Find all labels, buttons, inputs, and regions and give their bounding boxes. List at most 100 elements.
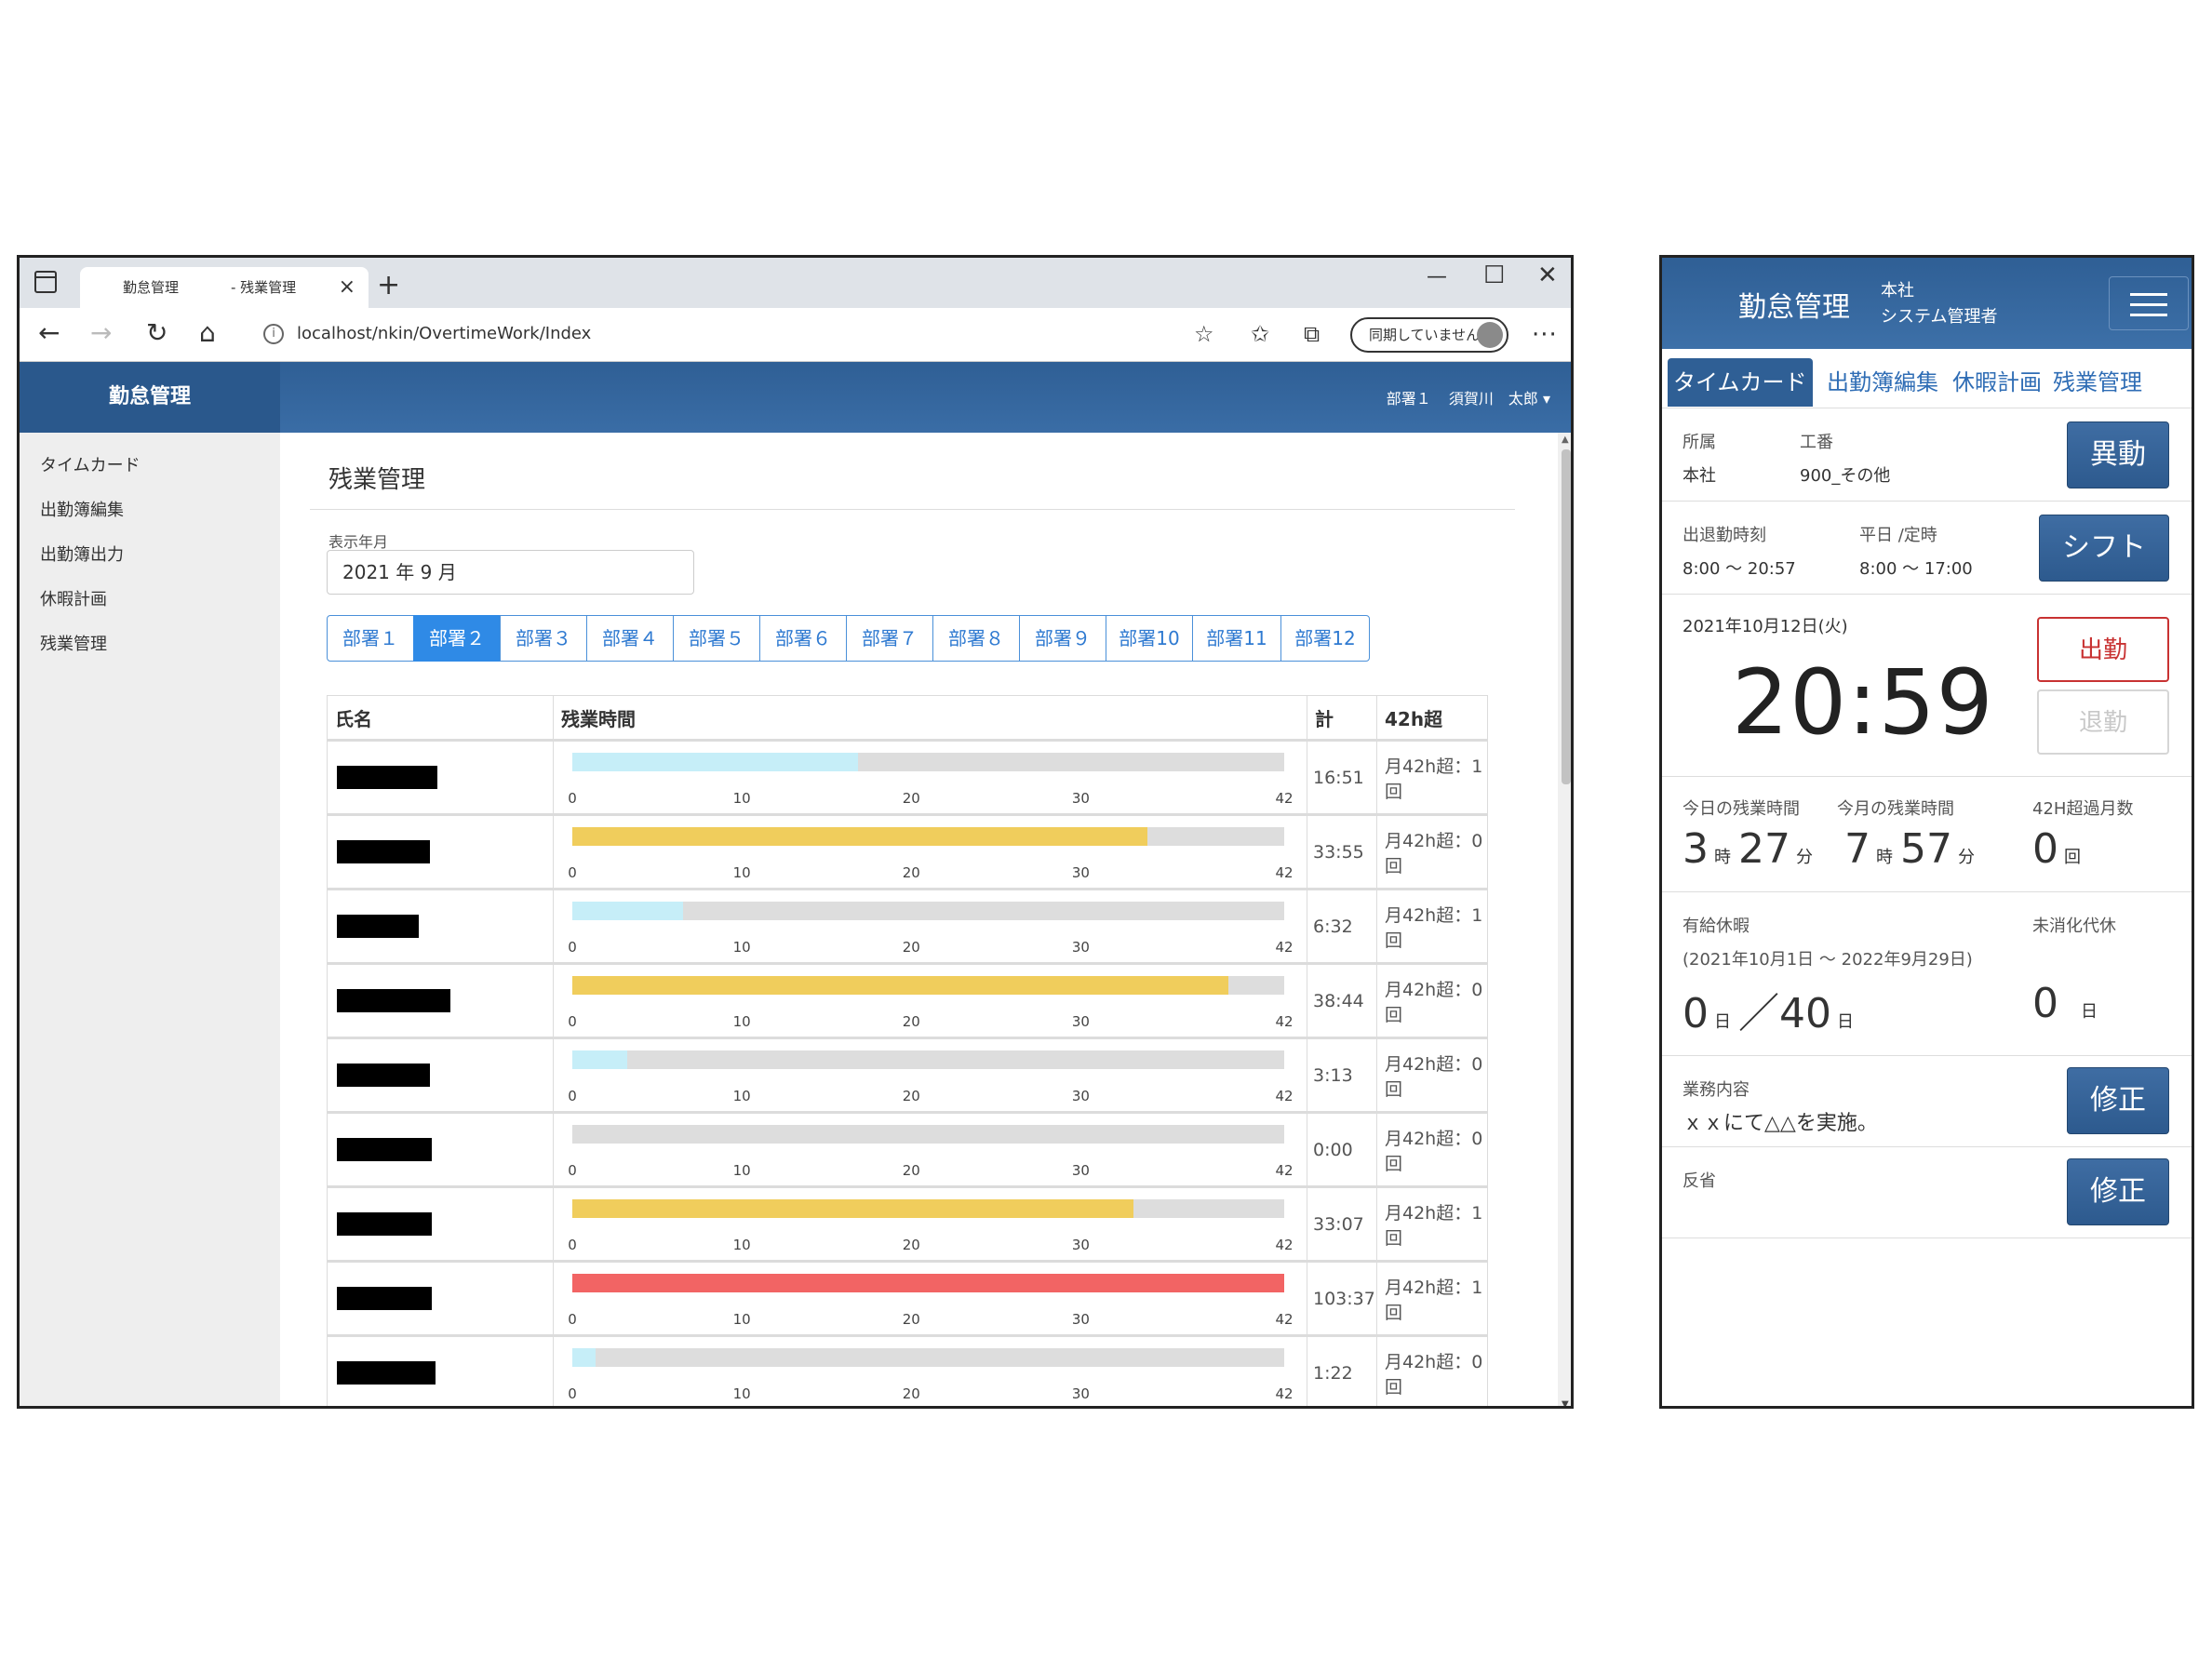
user-menu[interactable]: 部署１ 須賀川 太郎 ▾ xyxy=(1374,386,1550,408)
current-date: 2021年10月12日(火) xyxy=(1682,617,1848,636)
browser-tab[interactable]: 勤怠管理 - 残業管理 × xyxy=(80,267,369,308)
more-icon[interactable]: ··· xyxy=(1532,321,1558,349)
app-brand[interactable]: 勤怠管理 xyxy=(20,362,280,433)
tab-dept-9[interactable]: 部署９ xyxy=(1019,615,1106,662)
overtime-bar-cell: 0 10 20 30 42 xyxy=(553,1260,1307,1336)
overtime-bar-track xyxy=(572,1274,1284,1292)
browser-window: 勤怠管理 - 残業管理 × + — ☐ ✕ ← → ↻ ⌂ i localhos… xyxy=(17,255,1574,1409)
close-window-icon[interactable]: ✕ xyxy=(1537,261,1558,289)
edit-reflection-button[interactable]: 修正 xyxy=(2067,1158,2169,1225)
clock-out-button[interactable]: 退勤 xyxy=(2037,689,2169,755)
today-ot-label: 今日の残業時間 xyxy=(1682,799,1800,819)
reload-icon[interactable]: ↻ xyxy=(146,317,168,348)
tab-timecard[interactable]: タイムカード xyxy=(1668,358,1813,407)
site-info-icon[interactable]: i xyxy=(263,324,284,344)
tab-dept-2[interactable]: 部署２ xyxy=(413,615,501,662)
back-icon[interactable]: ← xyxy=(38,317,60,348)
affiliation-label: 所属 xyxy=(1682,433,1716,452)
name-cell xyxy=(327,1260,554,1336)
shift-button[interactable]: シフト xyxy=(2039,515,2169,582)
scroll-down-arrow-icon[interactable]: ▼ xyxy=(1562,1399,1569,1409)
over42-cell: 月42h超：0回 xyxy=(1376,813,1488,890)
sidebar: タイムカード 出勤簿編集 出勤簿出力 休暇計画 残業管理 xyxy=(20,433,280,1406)
sidebar-item-attendance-output[interactable]: 出勤簿出力 xyxy=(40,545,124,565)
new-tab-button[interactable]: + xyxy=(377,269,401,301)
tab-dept-6[interactable]: 部署６ xyxy=(759,615,847,662)
month-ot-label: 今月の残業時間 xyxy=(1837,799,1954,819)
hamburger-menu-icon[interactable] xyxy=(2109,276,2189,330)
overtime-bar-fill xyxy=(572,1050,627,1069)
user-dept: 部署１ xyxy=(1386,390,1431,408)
over42-cell: 月42h超：1回 xyxy=(1376,1185,1488,1262)
sidebar-item-attendance-edit[interactable]: 出勤簿編集 xyxy=(40,501,124,520)
name-cell xyxy=(327,1185,554,1262)
collections-icon[interactable]: ⧉ xyxy=(1304,321,1320,347)
tab-leave-plan[interactable]: 休暇計画 xyxy=(1952,369,2042,395)
home-icon[interactable]: ⌂ xyxy=(199,317,216,348)
overtime-bar-cell: 0 10 20 30 42 xyxy=(553,1185,1307,1262)
sidebar-item-timecard[interactable]: タイムカード xyxy=(40,456,141,475)
tab-dept-5[interactable]: 部署５ xyxy=(673,615,760,662)
tab-title: 勤怠管理 xyxy=(123,279,180,296)
favorites-icon[interactable]: ✩ xyxy=(1251,321,1270,347)
tab-dept-1[interactable]: 部署１ xyxy=(327,615,414,662)
axis-tick-label: 30 xyxy=(1071,1237,1090,1253)
tab-dept-12[interactable]: 部署12 xyxy=(1280,615,1370,662)
title-divider xyxy=(310,509,1515,510)
tab-dept-11[interactable]: 部署11 xyxy=(1192,615,1281,662)
forward-icon[interactable]: → xyxy=(90,317,113,348)
reflection-label: 反省 xyxy=(1682,1171,1716,1191)
paid-leave-used: 0 xyxy=(1682,990,1709,1037)
overtime-bar-track xyxy=(572,827,1284,846)
sidebar-item-overtime[interactable]: 残業管理 xyxy=(40,635,107,654)
tab-dept-8[interactable]: 部署８ xyxy=(932,615,1020,662)
attendance-time-section: 出退勤時刻 8:00 ～ 20:57 平日 /定時 8:00 ～ 17:00 シ… xyxy=(1662,502,2192,595)
axis-tick-label: 30 xyxy=(1071,1088,1090,1104)
axis-tick-label: 42 xyxy=(1275,939,1294,956)
sidebar-item-leave-plan[interactable]: 休暇計画 xyxy=(40,590,107,609)
scroll-thumb[interactable] xyxy=(1562,449,1571,784)
minimize-icon[interactable]: — xyxy=(1427,265,1447,288)
month-input[interactable]: 2021 年 9 月 xyxy=(327,550,694,595)
clock-in-button[interactable]: 出勤 xyxy=(2037,617,2169,682)
table-row: 0 10 20 30 42 6:32 月42h超：1回 xyxy=(327,888,1488,964)
profile-sync-button[interactable]: 同期していません xyxy=(1350,317,1508,353)
address-bar[interactable]: i localhost/nkin/OvertimeWork/Index xyxy=(252,315,1243,353)
tab-overtime[interactable]: 残業管理 xyxy=(2053,369,2142,395)
user-name: 須賀川 太郎 ▾ xyxy=(1448,390,1550,408)
scrollbar[interactable]: ▲ ▼ xyxy=(1558,433,1571,1409)
axis-tick-label: 42 xyxy=(1275,1237,1294,1253)
tab-dept-3[interactable]: 部署３ xyxy=(500,615,587,662)
add-favorite-icon[interactable]: ☆ xyxy=(1194,321,1214,347)
redacted-name xyxy=(337,1212,432,1236)
axis-tick-label: 42 xyxy=(1275,1311,1294,1328)
window-menu-icon[interactable] xyxy=(34,271,57,293)
mobile-brand[interactable]: 勤怠管理 xyxy=(1738,291,1850,324)
axis-tick-label: 10 xyxy=(732,790,751,807)
today-ot-minutes: 27 xyxy=(1738,825,1790,873)
overtime-table-body: 0 10 20 30 42 16:51 月42h超：1回 0 10 20 30 42 33:55 月42h… xyxy=(327,739,1488,1406)
redacted-name xyxy=(337,766,437,789)
axis-tick-label: 10 xyxy=(732,864,751,881)
close-tab-icon[interactable]: × xyxy=(338,275,355,299)
axis-tick-label: 30 xyxy=(1071,1311,1090,1328)
redacted-name xyxy=(337,915,419,938)
overtime-bar-fill xyxy=(572,1199,1134,1218)
tab-dept-10[interactable]: 部署10 xyxy=(1106,615,1193,662)
tab-dept-4[interactable]: 部署４ xyxy=(586,615,674,662)
redacted-name xyxy=(337,1287,432,1310)
mobile-view: 勤怠管理 本社 システム管理者 タイムカード 出勤簿編集 休暇計画 残業管理 所… xyxy=(1659,255,2194,1409)
overtime-bar-cell: 0 10 20 30 42 xyxy=(553,1037,1307,1113)
tab-dept-7[interactable]: 部署７ xyxy=(846,615,933,662)
over42-count: 0 xyxy=(2032,825,2058,873)
overtime-bar-track xyxy=(572,753,1284,771)
transfer-button[interactable]: 異動 xyxy=(2067,421,2169,488)
scroll-up-arrow-icon[interactable]: ▲ xyxy=(1562,435,1569,445)
axis-tick-label: 42 xyxy=(1275,790,1294,807)
edit-work-content-button[interactable]: 修正 xyxy=(2067,1067,2169,1134)
tab-attendance-edit[interactable]: 出勤簿編集 xyxy=(1827,369,1938,395)
overtime-bar-fill xyxy=(572,902,683,920)
page-title: 残業管理 xyxy=(328,466,426,494)
axis-tick-label: 42 xyxy=(1275,1013,1294,1030)
maximize-icon[interactable]: ☐ xyxy=(1483,261,1506,289)
